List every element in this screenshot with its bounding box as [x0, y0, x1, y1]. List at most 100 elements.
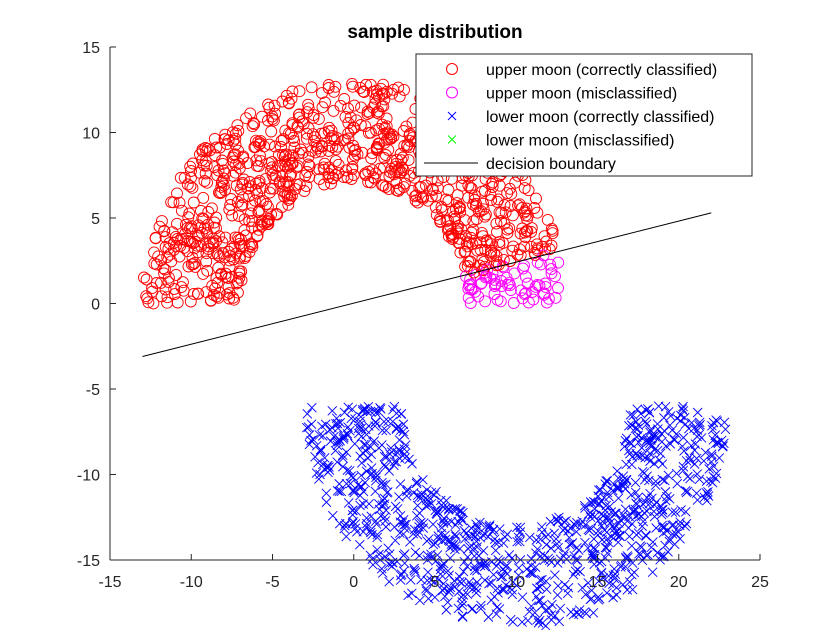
data-point-upper — [323, 161, 336, 174]
data-point-lower — [629, 567, 640, 578]
data-point-lower — [369, 436, 380, 446]
data-point-lower — [451, 531, 461, 542]
data-point-lower — [460, 534, 470, 544]
data-point-lower — [332, 457, 342, 467]
data-point-lower — [625, 410, 636, 420]
data-point-upper — [187, 287, 200, 300]
data-point-upper — [246, 199, 259, 212]
data-point-upper — [518, 226, 531, 239]
data-point-upper — [484, 234, 497, 247]
data-point-upper — [325, 177, 337, 190]
data-point-lower — [445, 582, 456, 593]
data-point-upper — [197, 267, 210, 280]
data-point-lower — [594, 593, 605, 604]
data-point-lower — [607, 579, 618, 589]
data-point-lower — [390, 535, 401, 546]
data-point-lower — [670, 507, 681, 518]
data-point-upper — [530, 192, 542, 205]
data-point-lower — [334, 479, 345, 489]
data-point-upper — [183, 207, 196, 220]
data-point-upper — [252, 206, 265, 219]
data-point-upper — [243, 176, 256, 188]
data-point-lower — [378, 495, 388, 506]
data-point-lower — [511, 580, 522, 591]
data-point-lower — [540, 605, 551, 616]
data-point-lower — [569, 550, 580, 561]
data-point-lower — [660, 495, 671, 506]
data-point-lower — [355, 412, 366, 422]
data-point-lower — [455, 543, 465, 554]
data-point-lower — [412, 476, 422, 487]
data-point-lower — [402, 484, 413, 495]
data-point-upper — [394, 148, 407, 160]
data-point-lower — [458, 507, 468, 518]
data-point-upper — [442, 214, 454, 227]
data-point-upper — [363, 106, 376, 119]
data-point-upper — [284, 169, 296, 182]
data-point-lower — [395, 517, 406, 527]
data-point-upper — [357, 85, 370, 98]
data-point-lower — [627, 584, 638, 595]
data-point-upper — [531, 242, 544, 255]
data-point-upper — [348, 99, 361, 112]
data-point-upper — [236, 191, 249, 204]
data-point-lower — [454, 571, 465, 582]
data-point-lower — [689, 459, 700, 469]
data-point-lower — [377, 568, 388, 578]
data-point-lower — [585, 512, 596, 522]
data-point-lower — [559, 517, 569, 527]
data-point-upper — [178, 171, 191, 184]
data-point-lower — [398, 529, 409, 539]
data-point-lower — [365, 527, 376, 538]
data-point-lower — [620, 504, 631, 514]
data-point-lower — [384, 559, 394, 569]
data-point-lower — [395, 575, 406, 585]
data-point-lower — [524, 532, 535, 543]
data-point-upper-misclassified — [508, 267, 521, 280]
data-point-upper — [268, 99, 281, 112]
data-point-upper-misclassified — [552, 256, 565, 269]
data-point-upper — [245, 207, 257, 220]
data-point-lower — [678, 401, 688, 412]
data-point-lower — [488, 524, 499, 535]
y-tick-label: -5 — [86, 382, 100, 399]
data-point-lower — [381, 522, 391, 532]
data-point-upper — [234, 183, 247, 196]
data-point-lower — [682, 471, 693, 482]
data-point-lower — [336, 486, 347, 497]
data-point-upper — [147, 297, 160, 310]
data-point-lower — [708, 471, 719, 482]
data-point-lower — [637, 467, 648, 477]
data-point-lower — [596, 568, 606, 579]
data-point-lower — [475, 532, 486, 543]
data-point-lower — [389, 456, 400, 467]
data-point-upper — [346, 160, 359, 173]
data-point-lower — [396, 409, 406, 419]
data-point-upper — [187, 196, 200, 209]
chart-title: sample distribution — [347, 22, 522, 43]
data-point-lower — [374, 407, 385, 418]
data-point-upper — [329, 155, 342, 168]
data-point-upper — [326, 172, 339, 185]
data-point-upper — [543, 243, 556, 256]
data-point-upper — [546, 227, 559, 240]
data-point-upper — [165, 255, 178, 268]
data-point-lower — [665, 420, 675, 431]
data-point-lower — [436, 500, 447, 510]
data-point-upper — [541, 213, 554, 226]
data-point-lower — [647, 431, 658, 442]
data-point-lower — [602, 475, 613, 486]
data-point-lower — [505, 583, 515, 593]
data-point-upper-misclassified — [549, 291, 562, 304]
data-point-upper — [329, 169, 342, 181]
data-point-upper — [185, 171, 197, 184]
data-point-lower — [692, 407, 703, 418]
data-point-lower — [651, 497, 662, 507]
data-point-lower — [583, 578, 593, 588]
data-point-lower — [624, 577, 635, 587]
data-point-lower — [319, 452, 330, 463]
data-point-lower — [316, 445, 326, 455]
data-point-lower — [604, 491, 614, 502]
data-point-upper — [251, 229, 264, 242]
data-point-lower — [321, 497, 332, 508]
